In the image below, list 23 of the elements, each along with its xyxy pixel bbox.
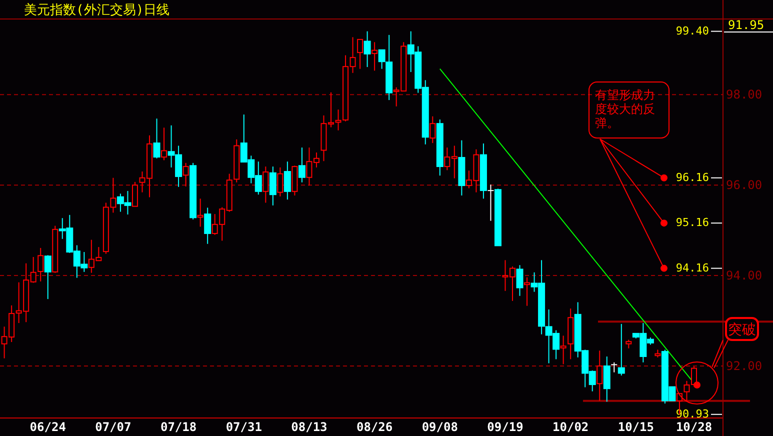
y2-tick-label: 96.16 [676, 170, 709, 184]
x-tick-label: 10/02 [552, 420, 589, 434]
x-tick-label: 06/24 [30, 420, 66, 434]
y-tick-label: 96.00 [726, 178, 762, 192]
y2-tick-label: 99.40 [676, 24, 709, 38]
x-tick-label: 10/15 [618, 420, 654, 434]
x-tick-label: 09/08 [422, 420, 458, 434]
x-tick-label: 09/19 [487, 420, 524, 434]
y2-tick-label: 95.16 [676, 216, 709, 230]
x-tick-label: 07/31 [226, 420, 262, 434]
x-tick-label: 10/28 [676, 420, 712, 434]
y-tick-label: 92.00 [726, 358, 762, 373]
x-tick-label: 08/13 [291, 420, 328, 434]
y2-tick-label: 90.93 [676, 407, 709, 420]
chart-title: 美元指数(外汇交易)日线 [24, 2, 170, 18]
x-tick-label: 07/18 [160, 420, 197, 434]
x-tick-label: 08/26 [356, 420, 393, 434]
y-tick-label: 94.00 [726, 268, 762, 283]
y2-tick-label: 94.16 [676, 261, 709, 274]
text: 91.95 [728, 18, 764, 32]
x-tick-label: 07/07 [95, 420, 132, 434]
text: 突破 [728, 322, 756, 338]
y-tick-label: 98.00 [726, 88, 762, 102]
